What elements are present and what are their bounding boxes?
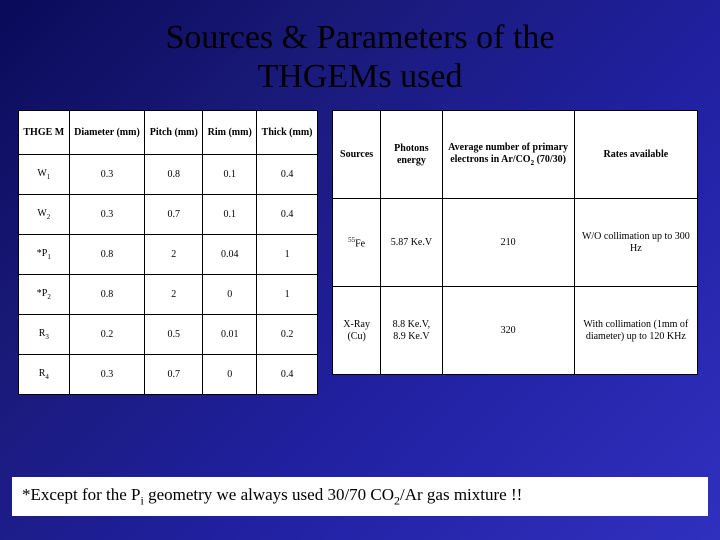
col-avg-primary-electrons: Average number of primary electrons in A…: [442, 111, 574, 199]
table-cell: 8.8 Ke.V, 8.9 Ke.V: [381, 287, 442, 375]
col-thgem: THGE M: [19, 111, 70, 155]
table-cell: 0.7: [145, 195, 203, 235]
table-cell: 0.2: [69, 315, 145, 355]
table-row: *P20.8201: [19, 275, 318, 315]
table-cell: 0: [203, 355, 257, 395]
table-cell: 2: [145, 275, 203, 315]
table-cell: W/O collimation up to 300 Hz: [574, 199, 697, 287]
row-label: *P2: [19, 275, 70, 315]
table-cell: 0.1: [203, 155, 257, 195]
table-header-row: THGE M Diameter (mm) Pitch (mm) Rim (mm)…: [19, 111, 318, 155]
table-header-row: Sources Photons energy Average number of…: [333, 111, 698, 199]
col-pitch: Pitch (mm): [145, 111, 203, 155]
table-cell: 0: [203, 275, 257, 315]
title-line-1: Sources & Parameters of the: [166, 19, 555, 56]
table-row: R30.20.50.010.2: [19, 315, 318, 355]
sources-table: Sources Photons energy Average number of…: [332, 110, 698, 375]
slide-title: Sources & Parameters of the THGEMs used: [0, 0, 720, 106]
table-cell: 1: [257, 275, 318, 315]
row-label: R3: [19, 315, 70, 355]
title-line-2: THGEMs used: [258, 58, 463, 95]
col-rates: Rates available: [574, 111, 697, 199]
table-cell: 0.4: [257, 355, 318, 395]
table-cell: With collimation (1mm of diameter) up to…: [574, 287, 697, 375]
row-label: W1: [19, 155, 70, 195]
col-thick: Thick (mm): [257, 111, 318, 155]
table-cell: 0.7: [145, 355, 203, 395]
footnote: *Except for the Pi geometry we always us…: [12, 477, 708, 516]
table-cell: 55Fe: [333, 199, 381, 287]
table-cell: 0.4: [257, 155, 318, 195]
table-cell: 0.3: [69, 355, 145, 395]
table-cell: 0.8: [145, 155, 203, 195]
table-cell: 0.1: [203, 195, 257, 235]
col-photons-energy: Photons energy: [381, 111, 442, 199]
row-label: W2: [19, 195, 70, 235]
thgem-parameters-table: THGE M Diameter (mm) Pitch (mm) Rim (mm)…: [18, 110, 318, 395]
table-row: R40.30.700.4: [19, 355, 318, 395]
col-sources: Sources: [333, 111, 381, 199]
row-label: *P1: [19, 235, 70, 275]
table-cell: 0.3: [69, 155, 145, 195]
table-cell: 5.87 Ke.V: [381, 199, 442, 287]
table-cell: 320: [442, 287, 574, 375]
table-cell: 0.4: [257, 195, 318, 235]
row-label: R4: [19, 355, 70, 395]
col-rim: Rim (mm): [203, 111, 257, 155]
table-cell: 0.8: [69, 235, 145, 275]
table-row: W20.30.70.10.4: [19, 195, 318, 235]
table-row: *P10.820.041: [19, 235, 318, 275]
table-cell: 2: [145, 235, 203, 275]
table-row: X-Ray (Cu)8.8 Ke.V, 8.9 Ke.V320With coll…: [333, 287, 698, 375]
table-cell: 0.8: [69, 275, 145, 315]
table-row: 55Fe5.87 Ke.V210W/O collimation up to 30…: [333, 199, 698, 287]
table-row: W10.30.80.10.4: [19, 155, 318, 195]
col-diameter: Diameter (mm): [69, 111, 145, 155]
table-cell: 0.5: [145, 315, 203, 355]
table-cell: X-Ray (Cu): [333, 287, 381, 375]
tables-container: THGE M Diameter (mm) Pitch (mm) Rim (mm)…: [0, 106, 720, 395]
table-cell: 0.2: [257, 315, 318, 355]
table-cell: 210: [442, 199, 574, 287]
table-cell: 0.3: [69, 195, 145, 235]
table-cell: 0.01: [203, 315, 257, 355]
table-cell: 0.04: [203, 235, 257, 275]
table-cell: 1: [257, 235, 318, 275]
